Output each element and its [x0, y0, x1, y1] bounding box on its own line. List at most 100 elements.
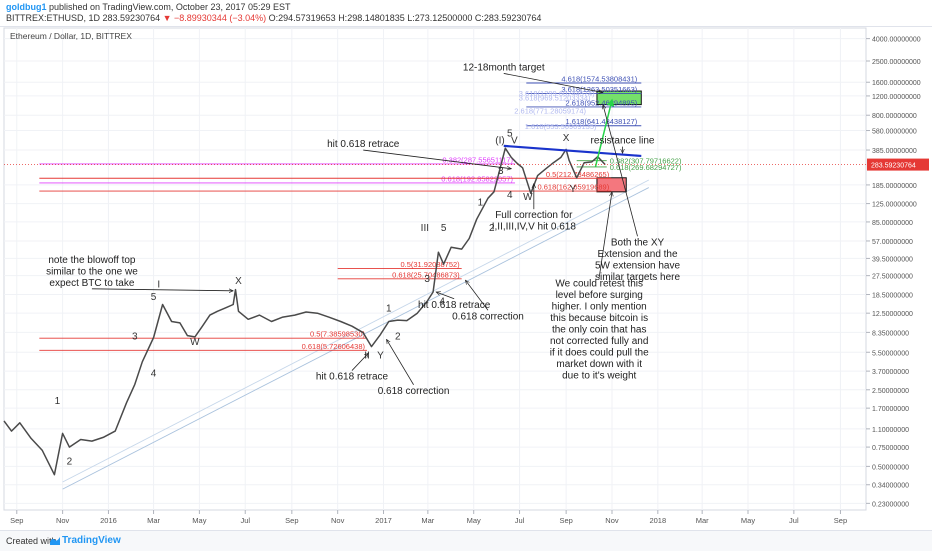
publish-info: published on TradingView.com, October 23…	[49, 2, 291, 12]
annotation-text: due to it's weight	[562, 370, 636, 381]
x-tick-label: Sep	[285, 516, 298, 525]
fib-level-label: 0.618(162.65919689)	[537, 183, 609, 192]
y-tick-label: 385.00000000	[872, 148, 917, 155]
price-chart[interactable]: 4000.00000000 2500.00000000 1600.00000000 1…	[0, 26, 932, 530]
y-tick-label: 85.00000000	[872, 220, 913, 227]
annotation-arrow	[363, 149, 511, 169]
fib-level-label: 2.618(952.46894895)	[566, 98, 638, 107]
annotation-arrow	[351, 353, 369, 371]
wave-label: W	[190, 337, 200, 348]
y-tick-label: 4000.00000000	[872, 37, 921, 44]
current-price-label: 283.59230764	[871, 163, 916, 170]
annotation-arrow	[465, 280, 489, 311]
y-tick-label: 18.50000000	[872, 293, 913, 300]
y-tick-label: 1200.00000000	[872, 94, 921, 101]
tradingview-brand[interactable]: TradingView	[62, 535, 121, 546]
fib-level-label: 0.618(269.68294727)	[610, 163, 682, 172]
wave-label: W	[523, 192, 533, 203]
annotation-arrow	[603, 105, 638, 237]
faint-fib-label: 1.618(553.50909135)	[525, 122, 597, 131]
publish-line: goldbug1 published on TradingView.com, O…	[6, 2, 291, 12]
x-tick-label: Mar	[147, 516, 160, 525]
y-tick-label: 5.50000000	[872, 350, 909, 357]
wave-label: III	[421, 223, 429, 234]
y-tick-label: 27.50000000	[872, 274, 913, 281]
annotation-text: hit 0.618 retrace	[327, 139, 400, 150]
annotation-text: market down with it	[556, 359, 642, 370]
annotation: hit 0.618 retrace	[327, 139, 511, 169]
wave-label: 2	[489, 223, 495, 234]
channel-line	[62, 179, 650, 483]
x-tick-label: Nov	[56, 516, 70, 525]
y-tick-label: 0.75000000	[872, 445, 909, 452]
y-tick-label: 0.50000000	[872, 464, 909, 471]
x-tick-label: Mar	[421, 516, 434, 525]
wave-label: 1	[478, 198, 484, 209]
annotation-text: 12-18month target	[463, 62, 545, 73]
y-tick-label: 125.00000000	[872, 202, 917, 209]
annotation-text: note the blowoff top	[48, 255, 136, 266]
wave-label: Y	[570, 184, 577, 195]
annotation-text: not corrected fully and	[550, 336, 648, 347]
wave-label: Y	[377, 351, 384, 362]
y-tick-label: 1600.00000000	[872, 80, 921, 87]
annotation-arrow	[91, 288, 233, 291]
annotation-text: Full correction for	[495, 210, 573, 221]
wave-label: 2	[395, 331, 401, 342]
y-tick-label: 1.10000000	[872, 427, 909, 434]
price-line	[3, 147, 606, 476]
annotation-arrow	[503, 73, 603, 92]
faint-fib-label: 3.618(1299.60244574)	[519, 89, 595, 98]
y-tick-label: 8.35000000	[872, 330, 909, 337]
wave-label: X	[563, 133, 570, 144]
fib-level-label: 0.5(31.92088752)	[400, 260, 460, 269]
annotation-text: We could retest this	[555, 278, 643, 289]
fib-level-label: 0.618(5.72606438)	[302, 342, 366, 351]
y-tick-label: 12.50000000	[872, 311, 913, 318]
wave-label: 4	[439, 296, 445, 307]
chart-title: Ethereum / Dollar, 1D, BITTREX	[10, 31, 132, 41]
wave-label: V	[511, 136, 518, 147]
fib-level-label: 1.618(641.43438127)	[566, 117, 638, 126]
annotation-text: similar targets here	[595, 272, 680, 283]
ohlc-line: BITTREX:ETHUSD, 1D 283.59230764 ▼ −8.899…	[6, 13, 541, 23]
annotation-text: if it does could pull the	[550, 347, 649, 358]
x-tick-label: Nov	[331, 516, 345, 525]
y-tick-label: 39.50000000	[872, 256, 913, 263]
x-tick-label: Nov	[605, 516, 619, 525]
wave-label: 3	[498, 166, 504, 177]
fib-level-label: 4.618(1574.53808431)	[561, 74, 637, 83]
fib-level-label: 0.382(287.55651117)	[442, 155, 513, 164]
annotation-text: similar to the one we	[46, 266, 138, 277]
annotation-text: Extension and the	[598, 249, 678, 260]
annotation: hit 0.618 retrace	[316, 353, 389, 383]
annotation: hit 0.618 retrace	[418, 292, 491, 311]
annotation-text: 5W extension have	[595, 260, 680, 271]
annotation-text: Both the XY	[611, 237, 665, 248]
x-tick-label: May	[467, 516, 481, 525]
y-tick-label: 0.34000000	[872, 483, 909, 490]
annotation: 12-18month target	[463, 62, 603, 92]
annotation-text: resistance line	[591, 136, 655, 147]
wave-label: X	[235, 276, 242, 287]
resistance-trend-line	[503, 144, 642, 158]
wave-label: 3	[424, 274, 430, 285]
author-name[interactable]: goldbug1	[6, 2, 47, 12]
open-value: O:294.57319653	[268, 13, 336, 23]
high-value: H:298.14801835	[338, 13, 405, 23]
x-tick-label: Sep	[834, 516, 847, 525]
y-tick-label: 0.23000000	[872, 501, 909, 508]
fib-level-label: 0.618(25.70486873)	[392, 270, 460, 279]
fib-level-label: 0.618(192.85822057)	[441, 174, 513, 183]
annotation-text: expect BTC to take	[49, 278, 134, 289]
x-tick-label: Jul	[789, 516, 799, 525]
x-tick-label: 2018	[649, 516, 666, 525]
fib-level-label: 0.5(7.38598530)	[310, 330, 366, 339]
wave-label: 2	[67, 457, 73, 468]
wave-label: I	[157, 279, 160, 290]
y-tick-label: 2.50000000	[872, 388, 909, 395]
fib-level-label: 3.618(1263.50351663)	[561, 85, 637, 94]
fib-level-label: 0.382(307.79716622)	[610, 157, 682, 166]
annotation-arrow	[598, 192, 612, 278]
